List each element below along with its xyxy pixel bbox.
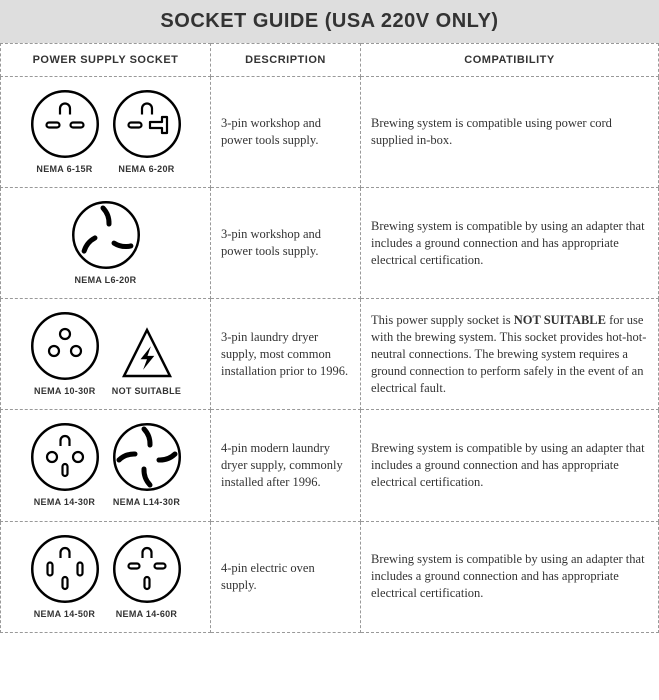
page-title: SOCKET GUIDE (USA 220V ONLY) (0, 10, 659, 33)
description-cell: 4-pin modern laundry dryer supply, commo… (211, 410, 361, 521)
compatibility-cell: Brewing system is compatible using power… (361, 77, 659, 188)
socket-item: NEMA 14-30R (30, 422, 100, 508)
socket-cell: NEMA 6-15R NEMA 6-20R (1, 77, 211, 188)
compatibility-cell: Brewing system is compatible by using an… (361, 410, 659, 521)
socket-label: NEMA 14-30R (34, 496, 95, 508)
socket-label: NEMA 14-60R (116, 608, 177, 620)
socket-cell: NEMA L6-20R (1, 188, 211, 299)
socket-item: NOT SUITABLE (112, 325, 181, 397)
table-header-row: POWER SUPPLY SOCKET DESCRIPTION COMPATIB… (1, 44, 659, 77)
socket-label: NEMA L14-30R (113, 496, 180, 508)
table-row: NEMA 10-30R NOT SUITABLE 3-pin laundry dry… (1, 299, 659, 410)
compat-bold: NOT SUITABLE (514, 313, 606, 327)
socket-label: NEMA L6-20R (75, 274, 137, 286)
table-row: NEMA L6-20R 3-pin workshop and power tool… (1, 188, 659, 299)
socket-item: NEMA 6-20R (112, 89, 182, 175)
socket-table: POWER SUPPLY SOCKET DESCRIPTION COMPATIB… (0, 43, 659, 633)
socket-item: NEMA 14-50R (30, 534, 100, 620)
socket-item: NEMA 14-60R (112, 534, 182, 620)
table-row: NEMA 14-50R NEMA 14-60R 4-pin electric ove… (1, 521, 659, 632)
table-row: NEMA 6-15R NEMA 6-20R 3-pin workshop and p… (1, 77, 659, 188)
nema-10-30r-icon (30, 311, 100, 381)
socket-item: NEMA 6-15R (30, 89, 100, 175)
description-cell: 3-pin workshop and power tools supply. (211, 77, 361, 188)
socket-cell: NEMA 14-50R NEMA 14-60R (1, 521, 211, 632)
description-cell: 3-pin laundry dryer supply, most common … (211, 299, 361, 410)
socket-item: NEMA L14-30R (112, 422, 182, 508)
socket-label: NEMA 10-30R (34, 385, 95, 397)
title-bar: SOCKET GUIDE (USA 220V ONLY) (0, 0, 659, 43)
nema-6-20r-icon (112, 89, 182, 159)
compatibility-cell: Brewing system is compatible by using an… (361, 521, 659, 632)
col-header-compatibility: COMPATIBILITY (361, 44, 659, 77)
socket-label: NEMA 6-15R (36, 163, 92, 175)
nema-6-15r-icon (30, 89, 100, 159)
col-header-socket: POWER SUPPLY SOCKET (1, 44, 211, 77)
not-suitable-icon (119, 325, 175, 381)
socket-item: NEMA 10-30R (30, 311, 100, 397)
nema-14-60r-icon (112, 534, 182, 604)
col-header-description: DESCRIPTION (211, 44, 361, 77)
socket-label: NEMA 6-20R (118, 163, 174, 175)
compatibility-cell: This power supply socket is NOT SUITABLE… (361, 299, 659, 410)
compat-text: This power supply socket is (371, 313, 514, 327)
nema-l14-30r-icon (112, 422, 182, 492)
table-row: NEMA 14-30R NEMA L14-30R 4-pin modern laun… (1, 410, 659, 521)
nema-l6-20r-icon (71, 200, 141, 270)
description-cell: 3-pin workshop and power tools supply. (211, 188, 361, 299)
socket-label: NOT SUITABLE (112, 385, 181, 397)
socket-cell: NEMA 10-30R NOT SUITABLE (1, 299, 211, 410)
nema-14-30r-icon (30, 422, 100, 492)
description-cell: 4-pin electric oven supply. (211, 521, 361, 632)
nema-14-50r-icon (30, 534, 100, 604)
compatibility-cell: Brewing system is compatible by using an… (361, 188, 659, 299)
socket-label: NEMA 14-50R (34, 608, 95, 620)
socket-item: NEMA L6-20R (71, 200, 141, 286)
socket-cell: NEMA 14-30R NEMA L14-30R (1, 410, 211, 521)
